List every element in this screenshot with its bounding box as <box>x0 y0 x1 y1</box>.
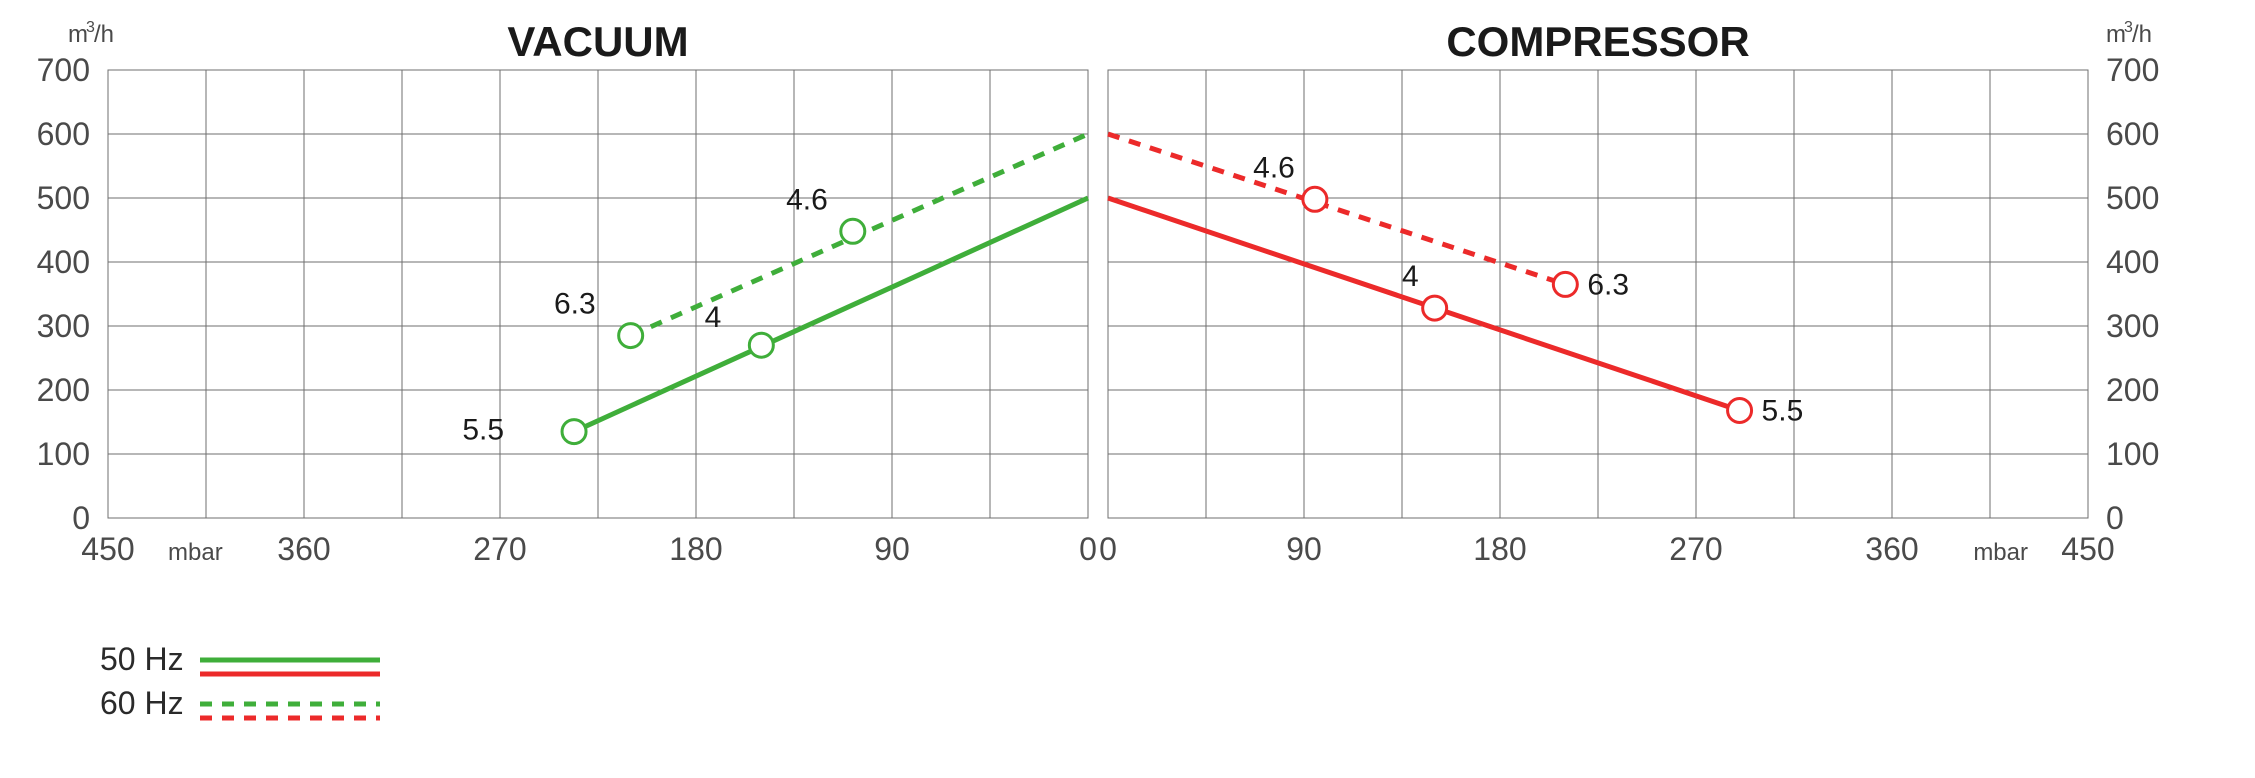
data-marker <box>841 219 865 243</box>
marker-label: 4 <box>705 301 722 334</box>
x-tick-label: 270 <box>1669 531 1722 567</box>
y-unit-left: m3/h <box>68 19 114 48</box>
data-marker <box>749 333 773 357</box>
marker-label: 4.6 <box>1253 151 1295 184</box>
data-marker <box>562 420 586 444</box>
svg-text:m: m <box>2106 21 2126 48</box>
y-tick-label: 400 <box>37 244 90 280</box>
chart-svg: 0 100 200 300 400 500 600 700 m3/h 0 100 200 300 400 5… <box>0 0 2255 773</box>
series-line <box>574 198 1088 432</box>
y-tick-label: 200 <box>2106 372 2159 408</box>
x-tick-label: 450 <box>81 531 134 567</box>
marker-label: 5.5 <box>1762 394 1804 427</box>
x-tick-label: 180 <box>669 531 722 567</box>
y-tick-label: 500 <box>37 180 90 216</box>
marker-label: 6.3 <box>554 288 596 321</box>
y-tick-label: 700 <box>2106 52 2159 88</box>
data-marker <box>1728 398 1752 422</box>
panel-title: VACUUM <box>507 18 688 65</box>
y-tick-label: 100 <box>2106 436 2159 472</box>
x-tick-label: 0 <box>1079 531 1097 567</box>
svg-text:/h: /h <box>94 21 114 48</box>
marker-label: 5.5 <box>462 414 504 447</box>
x-unit: mbar <box>1973 539 2028 566</box>
x-tick-label: 450 <box>2061 531 2114 567</box>
marker-label: 6.3 <box>1587 268 1629 301</box>
y-tick-label: 400 <box>2106 244 2159 280</box>
y-unit-right: m3/h <box>2106 19 2152 48</box>
x-tick-label: 90 <box>1286 531 1322 567</box>
x-tick-label: 180 <box>1473 531 1526 567</box>
y-tick-label: 700 <box>37 52 90 88</box>
svg-text:m: m <box>68 21 88 48</box>
x-tick-label: 90 <box>874 531 910 567</box>
x-tick-label: 0 <box>1099 531 1117 567</box>
y-tick-label: 600 <box>2106 116 2159 152</box>
y-tick-label: 500 <box>2106 180 2159 216</box>
x-tick-label: 270 <box>473 531 526 567</box>
data-marker <box>1303 187 1327 211</box>
marker-label: 4 <box>1402 260 1419 293</box>
y-tick-label: 200 <box>37 372 90 408</box>
data-marker <box>1553 272 1577 296</box>
x-tick-label: 360 <box>1865 531 1918 567</box>
x-tick-label: 360 <box>277 531 330 567</box>
legend-label: 50 Hz <box>100 641 184 677</box>
y-tick-label: 600 <box>37 116 90 152</box>
marker-label: 4.6 <box>786 183 828 216</box>
data-marker <box>1423 296 1447 320</box>
y-tick-label: 300 <box>2106 308 2159 344</box>
y-tick-label: 100 <box>37 436 90 472</box>
data-marker <box>619 324 643 348</box>
legend-label: 60 Hz <box>100 685 184 721</box>
y-tick-label: 300 <box>37 308 90 344</box>
svg-text:/h: /h <box>2132 21 2152 48</box>
x-unit: mbar <box>168 539 223 566</box>
panel-title: COMPRESSOR <box>1446 18 1749 65</box>
chart-container: 0 100 200 300 400 500 600 700 m3/h 0 100 200 300 400 5… <box>0 0 2255 773</box>
